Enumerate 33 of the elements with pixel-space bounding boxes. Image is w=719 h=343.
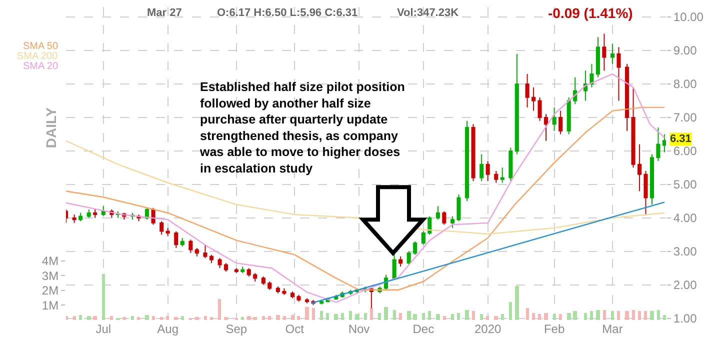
text: DAILY [42, 106, 59, 148]
annotation: Vol:347.23K [397, 7, 459, 19]
text: 6.31 [670, 133, 692, 145]
y-tick-label: 1.00 [673, 312, 698, 326]
annotation: O:6.17 H:6.50 L:5.96 C:6.31 [217, 7, 358, 19]
x-tick-label: Aug [157, 322, 178, 336]
x-tick-label: Nov [348, 322, 370, 336]
y-tick-label: 2.00 [673, 278, 698, 292]
y2-tick-label: 4M [42, 254, 59, 268]
y2-tick-label: 1M [42, 298, 59, 312]
x-tick-label: Sep [226, 322, 248, 336]
y-tick-label: 10.00 [673, 10, 704, 24]
annotation: Established half size pilot position followed by another half size purchase after quarterly update strengthened thesis, as company was able to move to higher doses in escalation study [199, 80, 405, 176]
text: SMA 20 [23, 61, 58, 72]
x-tick-label: 2020 [474, 322, 502, 336]
text: SMA 50 [23, 41, 58, 52]
y-tick-label: 3.00 [673, 244, 698, 259]
y-tick-label: 7.00 [673, 110, 698, 125]
y-tick-label: 5.00 [673, 178, 698, 192]
annotation: -0.09 (1.41%) [548, 5, 633, 21]
x-tick-label: Feb [544, 322, 565, 336]
y-tick-label: 4.00 [673, 211, 698, 226]
y2-tick-label: 2M [42, 284, 59, 298]
text: SMA 200 [17, 51, 58, 62]
annotation: Mar 27 [147, 7, 182, 19]
x-tick-label: Jul [96, 322, 112, 336]
x-tick-label: Dec [412, 322, 434, 336]
y2-tick-label: 3M [42, 268, 59, 283]
x-tick-label: Mar [602, 322, 623, 336]
y-tick-label: 6.00 [673, 144, 698, 158]
y-tick-label: 9.00 [673, 44, 698, 58]
y-tick-label: 8.00 [673, 77, 698, 92]
x-tick-label: Oct [285, 322, 305, 336]
